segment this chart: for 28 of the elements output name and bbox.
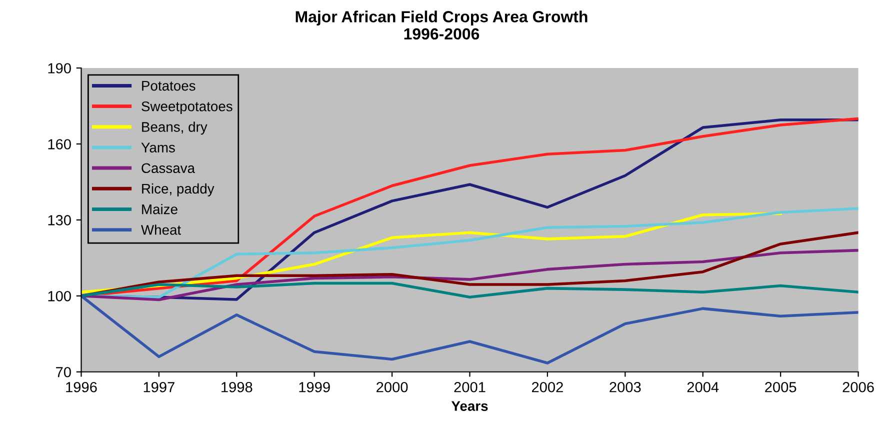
legend-label: Wheat <box>141 224 181 235</box>
line-series <box>81 294 858 364</box>
x-tick-label: 2002 <box>532 382 563 392</box>
x-tick-label: 2001 <box>454 382 486 392</box>
y-tick-label: 130 <box>48 215 71 226</box>
x-tick-label: 2005 <box>765 382 796 392</box>
legend-label: Maize <box>142 204 178 214</box>
y-tick-label: 160 <box>48 139 71 150</box>
y-tick-label: 190 <box>48 63 71 74</box>
x-tick-label: 2000 <box>376 382 408 392</box>
chart-title: Major African Field Crops Area Growth 1996-2006 <box>296 10 588 40</box>
y-tick-label: 70 <box>56 366 71 378</box>
x-tick-label: 1997 <box>144 382 174 392</box>
x-axis-title: Years <box>451 401 488 411</box>
legend-label: Cassava <box>142 163 195 174</box>
x-tick-label: 2003 <box>610 382 641 392</box>
legend-label: Beans, dry <box>142 122 208 135</box>
x-tick-label: 2006 <box>842 382 874 392</box>
line-series <box>81 282 858 299</box>
legend-label: Potatoes <box>142 81 196 91</box>
x-tick-label: 1996 <box>66 382 97 392</box>
x-tick-label: 1998 <box>222 382 252 392</box>
legend-label: Sweetpotatoes <box>142 101 232 114</box>
legend-label: Rice, paddy <box>142 183 214 196</box>
x-tick-label: 2004 <box>687 382 719 392</box>
x-tick-label: 1999 <box>299 382 330 392</box>
legend-label: Yams <box>141 142 175 152</box>
y-tick-label: 100 <box>48 291 71 302</box>
